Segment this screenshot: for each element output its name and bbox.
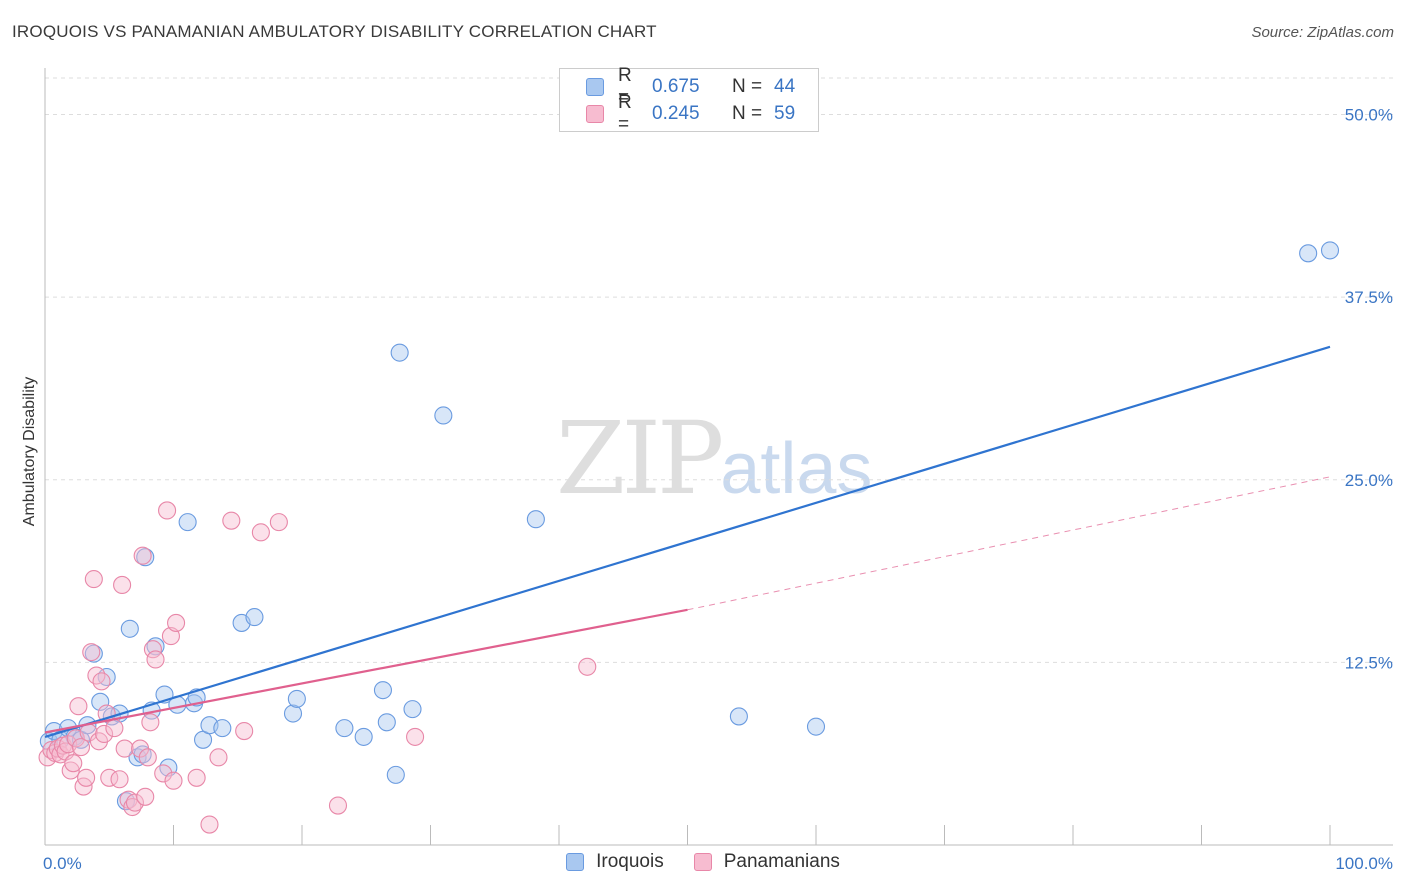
trendline-panamanians-projection (687, 476, 1331, 611)
point-iroquois (245, 608, 264, 627)
point-iroquois (146, 637, 165, 656)
point-panamanians (328, 796, 348, 815)
point-panamanians (92, 672, 111, 691)
point-iroquois (120, 619, 139, 638)
point-panamanians (164, 771, 183, 790)
point-iroquois (729, 707, 748, 726)
watermark-zip: ZIP (556, 400, 724, 517)
legend-row-panamanians: R = 0.245 N = 59 (586, 92, 796, 135)
point-iroquois (526, 510, 545, 529)
point-panamanians (61, 761, 80, 780)
point-panamanians (141, 713, 160, 732)
y-axis-title: Ambulatory Disability (21, 377, 38, 526)
x-tick-label: 100.0% (1335, 854, 1393, 873)
point-panamanians (87, 666, 106, 685)
legend-row-iroquois: R = 0.675 N = 44 (586, 65, 796, 108)
point-panamanians (209, 748, 228, 767)
point-iroquois (1299, 244, 1318, 263)
point-panamanians (143, 640, 162, 659)
chart-title: IROQUOIS VS PANAMANIAN AMBULATORY DISABI… (12, 22, 657, 41)
y-tick-label: 50.0% (1345, 106, 1393, 125)
point-iroquois (403, 700, 422, 719)
point-iroquois (287, 689, 306, 708)
point-panamanians (154, 764, 173, 783)
point-panamanians (222, 511, 241, 530)
y-tick-label: 25.0% (1345, 471, 1393, 490)
point-panamanians (133, 546, 152, 565)
series-swatch-iroquois (566, 853, 585, 871)
y-tick-label: 12.5% (1345, 653, 1393, 672)
point-panamanians (69, 697, 88, 716)
point-panamanians (138, 748, 157, 767)
legend-r-label: R = (618, 92, 632, 135)
series-label-panamanians: Panamanians (723, 851, 840, 872)
point-panamanians (146, 650, 165, 669)
point-iroquois (1320, 241, 1340, 260)
point-panamanians (113, 575, 132, 595)
legend-n-label: N = (732, 76, 763, 97)
point-panamanians (95, 724, 114, 744)
point-panamanians (187, 768, 206, 787)
point-panamanians (71, 738, 91, 757)
source-label: Source: ZipAtlas.com (1251, 24, 1394, 41)
x-tick-label: 0.0% (43, 854, 82, 873)
point-panamanians (235, 721, 254, 741)
point-panamanians (77, 768, 96, 787)
legend-swatch-iroquois (586, 78, 604, 96)
series-swatch-panamanians (693, 853, 712, 871)
point-panamanians (158, 501, 177, 520)
point-panamanians (64, 754, 83, 773)
point-iroquois (386, 765, 405, 784)
point-panamanians (200, 815, 219, 834)
series-label-iroquois: Iroquois (596, 851, 664, 872)
point-iroquois (377, 713, 396, 732)
series-legend: Iroquois Panamanians (0, 851, 1406, 873)
point-panamanians (578, 657, 597, 676)
correlation-legend: R = 0.675 N = 44 R = 0.245 N = 59 (559, 65, 819, 135)
legend-n-value: 59 (774, 103, 796, 124)
series-legend-iroquois: Iroquois (566, 851, 664, 873)
point-iroquois (91, 692, 110, 711)
legend-r-label: R = (618, 65, 632, 108)
point-iroquois (806, 717, 826, 736)
trendline-panamanians (44, 608, 688, 734)
point-iroquois (354, 727, 373, 746)
watermark: ZIPatlas (556, 400, 872, 517)
point-iroquois (335, 719, 354, 738)
legend-swatch-panamanians (586, 105, 604, 123)
point-iroquois (434, 406, 453, 425)
point-iroquois (373, 681, 393, 700)
legend-n-label: N = (732, 103, 763, 124)
trendline-iroquois (44, 345, 1331, 738)
point-panamanians (136, 787, 155, 806)
point-iroquois (213, 719, 232, 738)
watermark-atlas: atlas (720, 429, 873, 509)
point-panamanians (84, 570, 103, 589)
legend-r-value: 0.675 (652, 76, 700, 97)
point-panamanians (167, 613, 186, 632)
point-panamanians (269, 513, 288, 532)
point-panamanians (105, 719, 124, 738)
point-panamanians (110, 770, 129, 789)
point-panamanians (125, 793, 144, 812)
point-iroquois (390, 343, 409, 362)
point-panamanians (82, 643, 101, 662)
legend-n-value: 44 (774, 76, 796, 97)
series-legend-panamanians: Panamanians (693, 851, 840, 873)
point-panamanians (115, 739, 134, 758)
point-panamanians (406, 727, 425, 746)
legend-r-value: 0.245 (652, 103, 700, 124)
point-iroquois (178, 513, 197, 532)
y-tick-label: 37.5% (1345, 288, 1393, 307)
point-panamanians (251, 523, 270, 542)
point-iroquois (283, 704, 303, 723)
